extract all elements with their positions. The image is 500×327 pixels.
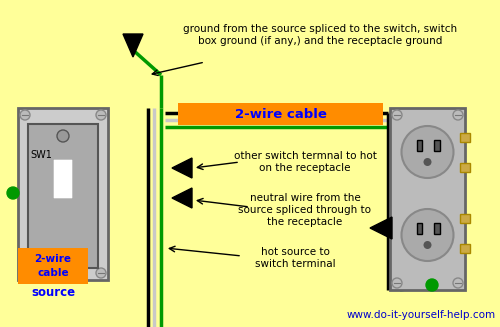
FancyBboxPatch shape <box>28 124 98 268</box>
FancyBboxPatch shape <box>460 244 470 253</box>
Polygon shape <box>172 188 192 208</box>
Polygon shape <box>370 217 392 239</box>
Text: 2-wire cable: 2-wire cable <box>234 108 326 121</box>
Circle shape <box>392 110 402 120</box>
Text: other switch termnal to hot
on the receptacle: other switch termnal to hot on the recep… <box>234 151 376 173</box>
FancyBboxPatch shape <box>460 133 470 142</box>
FancyBboxPatch shape <box>460 163 470 172</box>
FancyBboxPatch shape <box>390 108 465 290</box>
Text: hot source to
switch terminal: hot source to switch terminal <box>254 247 336 269</box>
Text: ground from the source spliced to the switch, switch
box ground (if any,) and th: ground from the source spliced to the sw… <box>183 24 457 46</box>
FancyBboxPatch shape <box>178 103 383 125</box>
Circle shape <box>20 268 30 278</box>
Text: SW1: SW1 <box>30 150 52 160</box>
Circle shape <box>392 278 402 288</box>
FancyBboxPatch shape <box>18 248 88 284</box>
Text: 2-wire
cable: 2-wire cable <box>34 254 72 278</box>
Circle shape <box>424 158 432 166</box>
FancyBboxPatch shape <box>416 140 422 151</box>
Text: source: source <box>31 285 75 299</box>
Circle shape <box>453 278 463 288</box>
Circle shape <box>57 130 69 142</box>
FancyBboxPatch shape <box>53 159 73 199</box>
Polygon shape <box>123 34 143 57</box>
Circle shape <box>57 250 69 262</box>
Circle shape <box>7 187 19 199</box>
Text: neutral wire from the
source spliced through to
the receptacle: neutral wire from the source spliced thr… <box>238 193 372 227</box>
Circle shape <box>424 241 432 249</box>
FancyBboxPatch shape <box>434 140 440 151</box>
Text: www.do-it-yourself-help.com: www.do-it-yourself-help.com <box>347 310 496 320</box>
Circle shape <box>96 268 106 278</box>
Circle shape <box>96 110 106 120</box>
FancyBboxPatch shape <box>460 214 470 223</box>
Circle shape <box>426 279 438 291</box>
FancyBboxPatch shape <box>18 108 108 280</box>
FancyBboxPatch shape <box>434 223 440 234</box>
FancyBboxPatch shape <box>416 223 422 234</box>
Circle shape <box>20 110 30 120</box>
Circle shape <box>402 126 454 178</box>
Circle shape <box>402 209 454 261</box>
Polygon shape <box>172 158 192 178</box>
Circle shape <box>453 110 463 120</box>
